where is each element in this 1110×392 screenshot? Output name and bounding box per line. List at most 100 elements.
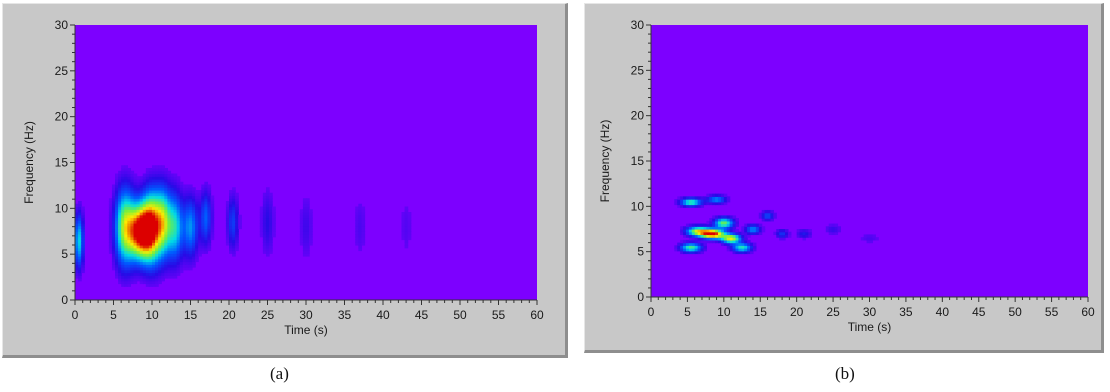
heatmap-cell [115,267,119,271]
heatmap-cell [108,242,113,246]
heatmap-cell [81,264,85,268]
heatmap-cell [706,239,710,244]
heatmap-cell [121,217,125,221]
heatmap-cell [262,195,267,199]
heatmap-cell [225,231,230,235]
heatmap-cell [309,228,313,232]
heatmap-cell [703,237,707,241]
heatmap-cell [127,280,132,285]
heatmap-cell [192,195,196,199]
heatmap-cell [148,236,153,241]
heatmap-cell [207,217,212,221]
heatmap-cell [182,247,187,252]
heatmap-cell [164,239,168,243]
heatmap-cell [232,214,236,219]
heatmap-cell [108,209,113,213]
heatmap-cell [179,184,184,188]
heatmap-cell [121,203,125,208]
heatmap-cell [139,212,144,216]
heatmap-cell [133,267,138,271]
heatmap-cell [111,250,116,254]
heatmap-cell [127,247,132,252]
heatmap-cell [401,223,406,227]
heatmap-cell [81,234,85,238]
heatmap-cell [133,173,138,177]
y-tick-label: 5 [61,247,68,261]
x-tick-label: 15 [754,305,768,319]
heatmap-cell [173,225,178,230]
heatmap-cell [133,192,138,197]
heatmap-cell [130,214,135,219]
heatmap-cell [691,223,696,227]
heatmap-cell [161,176,165,180]
heatmap-cell [152,264,156,268]
heatmap-cell [121,272,125,276]
heatmap-cell [81,220,85,224]
heatmap-cell [720,196,725,200]
heatmap-cell [706,223,710,227]
heatmap-cell [142,261,147,265]
heatmap-cell [729,218,734,222]
heatmap-cell [179,245,184,249]
heatmap-cell [121,214,125,219]
heatmap-cell [115,176,119,180]
heatmap-cell [81,212,85,216]
heatmap-cell [299,217,304,221]
heatmap-cell [755,229,760,233]
heatmap-cell [164,264,168,268]
heatmap-cell [145,234,150,238]
heatmap-cell [121,209,125,213]
heatmap-cell [164,195,168,199]
heatmap-cell [155,275,159,279]
heatmap-cell [729,248,734,252]
heatmap-cell [130,247,135,252]
heatmap-cell [142,239,147,243]
heatmap-cell [164,245,168,249]
heatmap-cell [358,223,363,227]
heatmap-cell [173,181,178,186]
heatmap-cell [179,201,184,205]
heatmap-cell [204,225,209,230]
heatmap-cell [173,256,178,260]
heatmap-cell [164,176,168,180]
heatmap-cell [145,231,150,235]
heatmap-cell [685,250,690,255]
heatmap-cell [718,229,722,233]
heatmap-cell [78,258,82,263]
heatmap-cell [173,195,178,199]
heatmap-cell [715,237,719,241]
heatmap-cell [152,280,156,285]
heatmap-cell [78,234,82,238]
heatmap-cell [115,209,119,213]
x-axis-title: Time (s) [284,323,328,337]
heatmap-cell [115,201,119,205]
heatmap-cell [195,192,199,197]
heatmap-cell [361,223,366,227]
heatmap-cell [232,234,236,238]
heatmap-cell [828,226,833,230]
heatmap-cell [185,206,190,210]
heatmap-cell [700,196,705,200]
heatmap-cell [148,220,153,224]
heatmap-cell [148,269,153,274]
heatmap-cell [188,220,193,224]
heatmap-cell [735,237,739,241]
heatmap-cell [869,239,874,244]
heatmap-cell [755,223,760,227]
heatmap-cell [309,225,313,230]
heatmap-cell [185,228,190,232]
heatmap-cell [121,258,125,263]
heatmap-cell [133,250,138,254]
y-tick-label: 15 [55,156,69,170]
heatmap-cell [188,267,193,271]
heatmap-cell [706,229,710,233]
heatmap-cell [700,242,705,246]
x-tick-label: 35 [899,305,913,319]
heatmap-cell [173,187,178,191]
heatmap-cell [712,193,716,197]
heatmap-cell [210,201,215,205]
heatmap-cell [306,231,310,235]
heatmap-cell [683,201,687,206]
heatmap-cell [744,226,748,230]
heatmap-cell [201,214,205,219]
